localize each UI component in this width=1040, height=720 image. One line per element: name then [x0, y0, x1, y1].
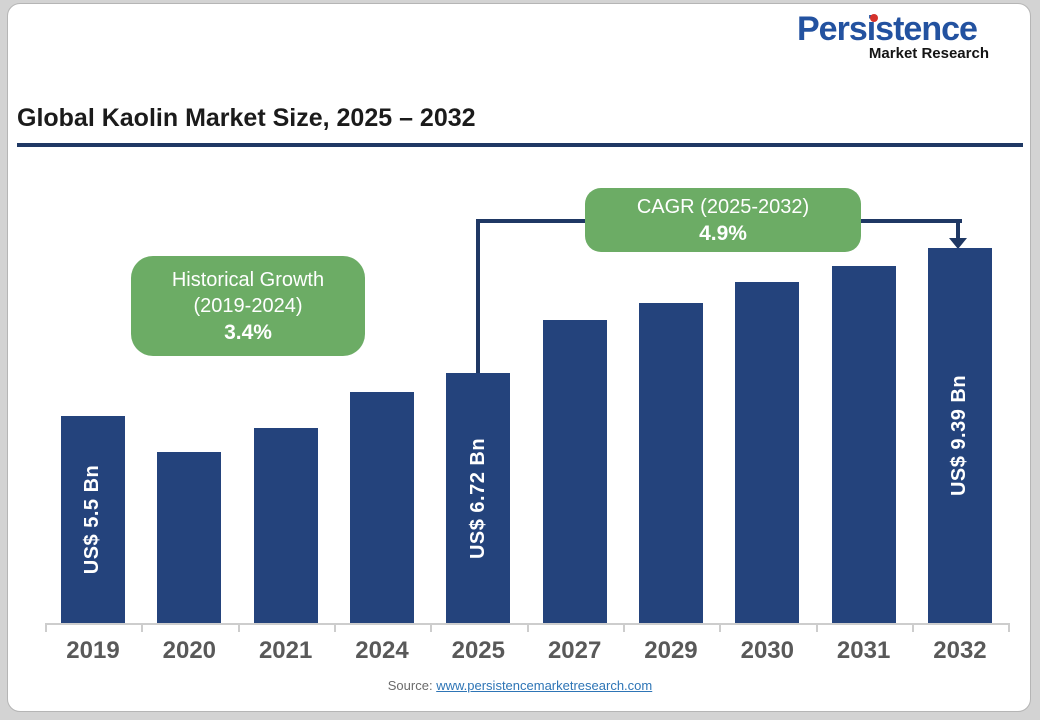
x-axis-label-2029: 2029 — [644, 637, 698, 664]
bracket-line-right — [956, 219, 960, 239]
x-axis-tick — [526, 623, 529, 632]
historical-growth-value: 3.4% — [224, 320, 272, 344]
bar-2029 — [638, 303, 703, 623]
bar-value-label-2032: US$ 9.39 Bn — [948, 374, 971, 497]
title-underline — [17, 143, 1023, 147]
logo: Persistence Market Research — [797, 12, 1003, 62]
card-content: Persistence Market Research Global Kaoli… — [8, 4, 1030, 711]
logo-brand-text: Persistence — [797, 10, 978, 48]
x-axis-tick — [237, 623, 240, 632]
historical-growth-line1: Historical Growth — [171, 268, 325, 291]
x-axis-tick — [719, 623, 722, 632]
source-line: Source: www.persistencemarketresearch.co… — [8, 678, 1030, 693]
historical-growth-callout: Historical Growth (2019-2024) 3.4% — [131, 256, 365, 356]
x-axis-label-2021: 2021 — [258, 637, 313, 664]
x-axis-label-2024: 2024 — [355, 637, 409, 664]
cagr-line1: CAGR (2025-2032) — [636, 195, 810, 218]
bar-2032: US$ 9.39 Bn — [927, 248, 992, 623]
bar-2030 — [735, 282, 800, 623]
x-axis-tick — [622, 623, 625, 632]
x-axis-label-2025: 2025 — [451, 637, 505, 664]
bracket-line-left — [476, 219, 480, 373]
x-axis-label-2027: 2027 — [547, 637, 602, 664]
x-axis-tick — [141, 623, 144, 632]
logo-tagline: Market Research — [868, 45, 989, 62]
x-axis-tick — [1008, 623, 1011, 632]
bar-2031 — [831, 266, 896, 623]
logo-i-dot-icon — [870, 14, 878, 22]
bar-2019: US$ 5.5 Bn — [61, 416, 125, 623]
cagr-value: 4.9% — [699, 221, 747, 245]
source-label: Source: — [387, 678, 433, 693]
x-axis-label-2031: 2031 — [836, 637, 891, 664]
x-axis-label-2030: 2030 — [740, 637, 794, 664]
bar-2027 — [542, 320, 607, 623]
cagr-callout: CAGR (2025-2032) 4.9% — [585, 188, 861, 252]
bar-2021 — [253, 428, 318, 623]
bar-2024 — [349, 392, 414, 623]
bar-2020 — [157, 452, 222, 623]
x-axis-tick — [333, 623, 336, 632]
source-link[interactable]: www.persistencemarketresearch.com — [436, 678, 653, 693]
x-axis-label-2032: 2032 — [933, 637, 987, 664]
bar-value-label-2019: US$ 5.5 Bn — [81, 464, 104, 575]
x-axis-tick — [815, 623, 818, 632]
arrow-down-icon — [949, 238, 967, 249]
x-axis-label-2019: 2019 — [66, 637, 120, 664]
bar-value-label-2025: US$ 6.72 Bn — [466, 437, 489, 559]
bar-2025: US$ 6.72 Bn — [446, 373, 511, 623]
x-axis-tick — [45, 623, 47, 632]
historical-growth-line2: (2019-2024) — [193, 294, 303, 317]
x-axis-tick — [911, 623, 914, 632]
chart-card: Persistence Market Research Global Kaoli… — [7, 3, 1031, 712]
x-axis-label-2020: 2020 — [162, 637, 217, 664]
x-axis-tick — [430, 623, 433, 632]
x-axis-line — [45, 623, 1008, 625]
chart-title: Global Kaolin Market Size, 2025 – 2032 — [17, 104, 476, 132]
